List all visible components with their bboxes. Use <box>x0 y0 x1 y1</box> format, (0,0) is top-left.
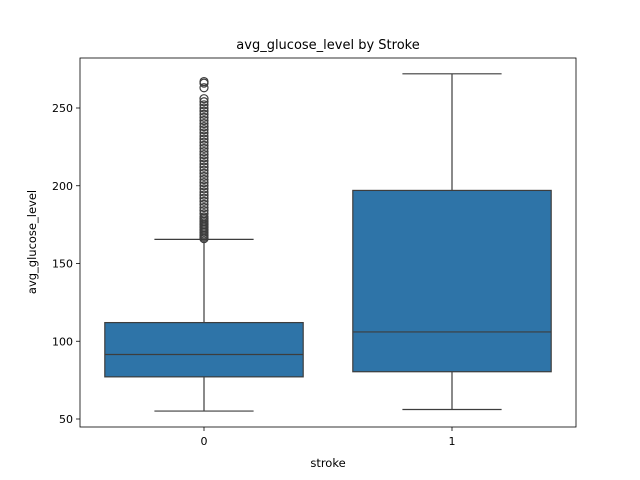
outlier-point <box>199 190 209 200</box>
y-tick-label: 150 <box>52 258 73 271</box>
outlier-point <box>199 153 209 163</box>
outlier-point <box>199 83 209 93</box>
outlier-point <box>199 143 209 154</box>
outlier-point <box>199 184 209 194</box>
outlier-point <box>199 168 209 178</box>
outlier-point <box>199 156 209 166</box>
outlier-point <box>199 199 209 210</box>
x-axis-label: stroke <box>310 456 345 470</box>
outlier-point <box>199 212 209 222</box>
outlier-point <box>199 171 209 182</box>
outlier-point <box>199 196 209 206</box>
outlier-point <box>199 209 209 219</box>
outlier-point <box>199 131 209 141</box>
chart-title: avg_glucose_level by Stroke <box>236 38 419 53</box>
y-axis-label: avg_glucose_level <box>25 190 39 294</box>
x-tick-label: 1 <box>449 435 456 448</box>
box-group-1 <box>352 73 552 411</box>
outlier-point <box>199 162 209 172</box>
outlier-point <box>199 109 209 119</box>
outlier-point <box>199 174 209 185</box>
outlier-point <box>199 140 209 150</box>
outlier-point <box>199 76 209 87</box>
outlier-point <box>199 103 209 113</box>
iqr-box <box>352 189 552 373</box>
y-axis: 50 100 150 200 250 <box>52 102 80 426</box>
outlier-point <box>199 122 209 132</box>
outlier-point <box>199 115 209 126</box>
y-tick-label: 250 <box>52 102 73 115</box>
outlier-point <box>199 100 209 110</box>
outlier-point <box>199 202 209 213</box>
y-tick-label: 50 <box>59 413 73 426</box>
outlier-point <box>199 134 209 144</box>
outlier-point <box>199 97 209 107</box>
outlier-point <box>199 125 209 135</box>
outlier-point <box>199 146 209 157</box>
outlier-point <box>199 187 209 197</box>
plot-frame <box>79 57 577 428</box>
y-tick-label: 100 <box>52 335 73 348</box>
y-tick-label: 200 <box>52 180 73 193</box>
outlier-point <box>199 159 209 169</box>
outlier-point <box>199 206 209 216</box>
plot-area <box>104 73 552 412</box>
iqr-box <box>104 321 304 378</box>
outlier-point <box>199 150 209 160</box>
outlier-point <box>199 94 209 104</box>
outlier-point <box>199 193 209 203</box>
outlier-point <box>199 128 209 138</box>
outlier-point <box>199 178 209 188</box>
outlier-point <box>199 106 209 116</box>
outlier-point <box>199 165 209 175</box>
outlier-point <box>199 137 209 147</box>
outlier-point <box>199 112 209 122</box>
box-group-0 <box>104 76 304 412</box>
outlier-point <box>199 118 209 129</box>
outlier-point <box>199 181 209 191</box>
x-tick-label: 0 <box>201 435 208 448</box>
